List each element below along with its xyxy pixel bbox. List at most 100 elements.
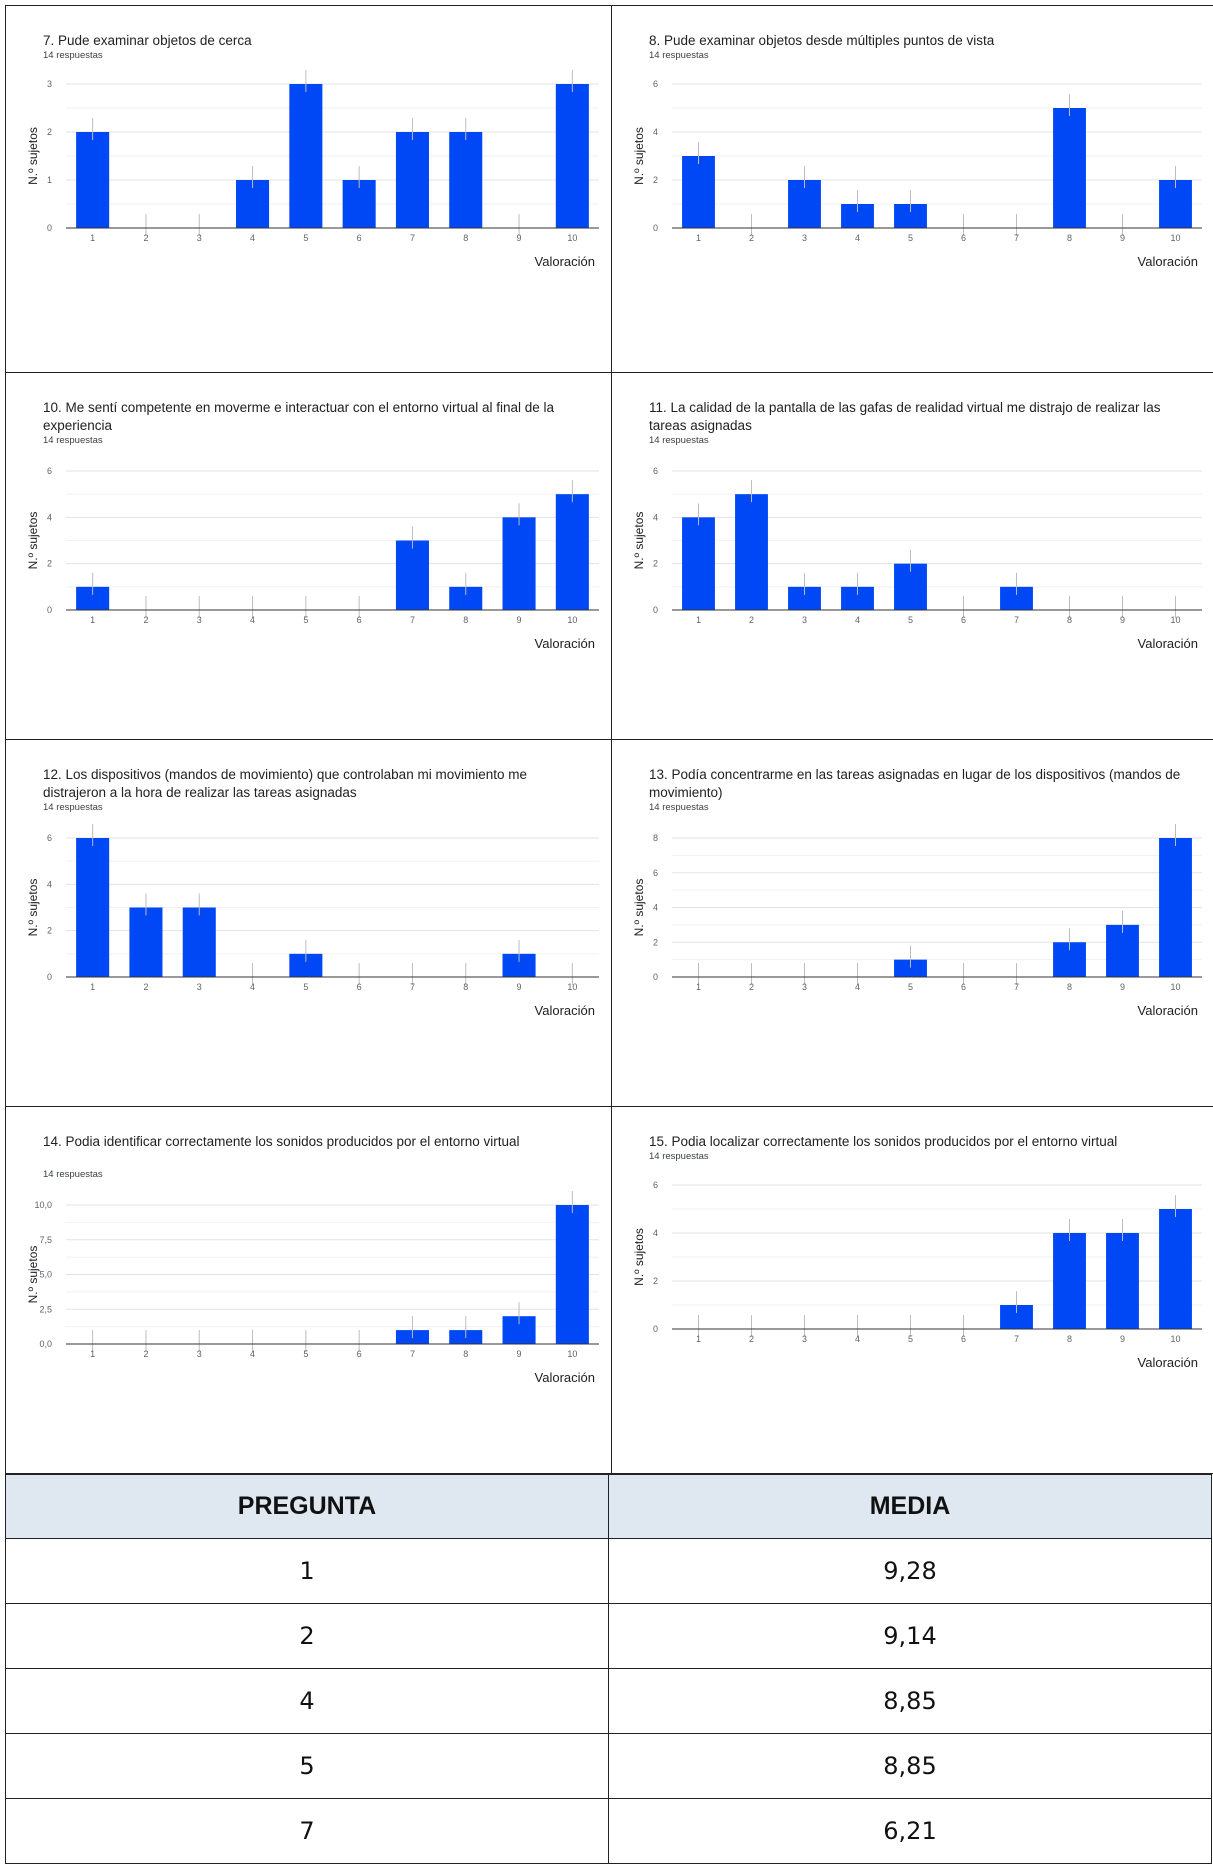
x-tick-label: 5 <box>908 615 913 625</box>
chart-panel: 10. Me sentí competente en moverme e int… <box>6 373 612 740</box>
x-tick-label: 1 <box>90 982 95 992</box>
y-tick-label: 0 <box>47 972 52 982</box>
bar <box>682 156 715 228</box>
x-tick-label: 8 <box>463 1349 468 1359</box>
bar <box>1053 1233 1086 1329</box>
media-cell: 8,85 <box>609 1669 1212 1734</box>
chart-panel: 11. La calidad de la pantalla de las gaf… <box>612 373 1213 740</box>
x-tick-label: 3 <box>197 615 202 625</box>
x-tick-label: 2 <box>143 1349 148 1359</box>
y-axis-label: N.º sujetos <box>26 512 40 570</box>
x-tick-label: 10 <box>1170 615 1180 625</box>
x-tick-label: 9 <box>1120 615 1125 625</box>
x-tick-label: 6 <box>961 1334 966 1344</box>
media-cell: 8,85 <box>609 1734 1212 1799</box>
x-tick-label: 5 <box>303 233 308 243</box>
pregunta-cell: 2 <box>6 1604 609 1669</box>
y-tick-label: 10,0 <box>34 1200 52 1210</box>
x-axis-label: Valoración <box>1138 254 1198 269</box>
y-tick-label: 6 <box>653 868 658 878</box>
x-tick-label: 8 <box>1067 233 1072 243</box>
x-tick-label: 7 <box>1014 615 1019 625</box>
chart-panel: 15. Podia localizar correctamente los so… <box>612 1107 1213 1474</box>
x-tick-label: 10 <box>567 1349 577 1359</box>
x-tick-label: 5 <box>303 982 308 992</box>
x-axis-label: Valoración <box>535 1370 595 1385</box>
x-tick-label: 4 <box>250 615 255 625</box>
x-tick-label: 3 <box>197 1349 202 1359</box>
x-tick-label: 1 <box>90 1349 95 1359</box>
y-tick-label: 4 <box>653 512 658 522</box>
x-tick-label: 10 <box>1170 233 1180 243</box>
x-tick-label: 3 <box>802 233 807 243</box>
x-tick-label: 5 <box>303 615 308 625</box>
y-tick-label: 2 <box>47 926 52 936</box>
y-tick-label: 0 <box>653 972 658 982</box>
bar <box>735 494 768 610</box>
y-tick-label: 2 <box>653 559 658 569</box>
x-tick-label: 10 <box>1170 982 1180 992</box>
x-tick-label: 7 <box>410 1349 415 1359</box>
chart-panel: 13. Podía concentrarme en las tareas asi… <box>612 740 1213 1107</box>
x-tick-label: 1 <box>696 982 701 992</box>
x-tick-label: 8 <box>463 615 468 625</box>
bar <box>1053 108 1086 228</box>
y-tick-label: 6 <box>47 466 52 476</box>
x-tick-label: 4 <box>855 233 860 243</box>
media-cell: 9,14 <box>609 1604 1212 1669</box>
y-tick-label: 2 <box>653 175 658 185</box>
x-axis-label: Valoración <box>1138 1003 1198 1018</box>
y-tick-label: 7,5 <box>39 1235 52 1245</box>
y-tick-label: 6 <box>653 79 658 89</box>
bar <box>1106 1233 1139 1329</box>
x-tick-label: 7 <box>410 233 415 243</box>
bar <box>682 517 715 610</box>
chart-panel: 12. Los dispositivos (mandos de movimien… <box>6 740 612 1107</box>
x-tick-label: 1 <box>696 615 701 625</box>
x-tick-label: 6 <box>961 615 966 625</box>
y-axis-label: N.º sujetos <box>26 127 40 185</box>
y-axis-label: N.º sujetos <box>26 879 40 937</box>
x-tick-label: 4 <box>855 615 860 625</box>
x-tick-label: 5 <box>303 1349 308 1359</box>
pregunta-cell: 5 <box>6 1734 609 1799</box>
x-tick-label: 2 <box>749 982 754 992</box>
bar <box>1159 838 1192 977</box>
x-tick-label: 3 <box>802 1334 807 1344</box>
x-tick-label: 2 <box>143 233 148 243</box>
x-tick-label: 6 <box>357 233 362 243</box>
y-tick-label: 3 <box>47 79 52 89</box>
bar <box>556 84 589 228</box>
table-row: 2 9,14 <box>6 1604 1212 1669</box>
x-tick-label: 1 <box>696 233 701 243</box>
table-row: 4 8,85 <box>6 1669 1212 1734</box>
y-tick-label: 4 <box>47 512 52 522</box>
x-tick-label: 3 <box>197 982 202 992</box>
x-tick-label: 1 <box>90 233 95 243</box>
y-tick-label: 0,0 <box>39 1339 52 1349</box>
x-tick-label: 4 <box>250 233 255 243</box>
x-tick-label: 8 <box>1067 615 1072 625</box>
x-tick-label: 3 <box>802 615 807 625</box>
y-tick-label: 0 <box>653 1324 658 1334</box>
x-tick-label: 8 <box>1067 1334 1072 1344</box>
bar <box>396 541 429 611</box>
x-tick-label: 5 <box>908 233 913 243</box>
header-media: MEDIA <box>609 1475 1212 1539</box>
y-tick-label: 8 <box>653 833 658 843</box>
x-tick-label: 4 <box>855 982 860 992</box>
chart-panel: 8. Pude examinar objetos desde múltiples… <box>612 6 1213 373</box>
media-cell: 6,21 <box>609 1799 1212 1864</box>
means-header-row: PREGUNTA MEDIA <box>6 1475 1212 1539</box>
x-tick-label: 5 <box>908 982 913 992</box>
bar <box>449 132 482 228</box>
x-tick-label: 4 <box>250 1349 255 1359</box>
y-tick-label: 4 <box>653 1228 658 1238</box>
